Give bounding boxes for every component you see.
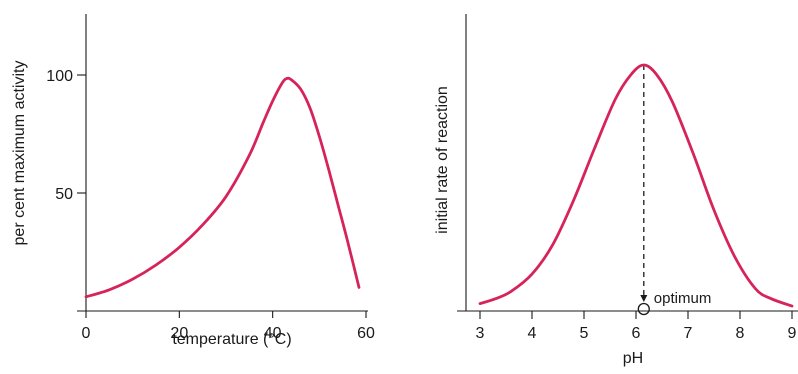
ph-ticks: 3 4 5 6 7 8 9 xyxy=(476,311,797,342)
temp-y-tick-label: 50 xyxy=(55,186,73,203)
temp-x-axis-title: temperature (°C) xyxy=(172,331,291,348)
ph-x-tick-label: 6 xyxy=(632,325,641,342)
ph-y-axis-title: initial rate of reaction xyxy=(434,86,451,234)
ph-chart: 3 4 5 6 7 8 9 optimum pH initial rate of react… xyxy=(434,14,798,367)
ph-x-axis-title: pH xyxy=(623,350,643,367)
ph-x-tick-label: 5 xyxy=(580,325,589,342)
temperature-chart: 0 20 40 60 50 100 temperature (°C) per cent m… xyxy=(11,14,375,348)
temp-ticks: 0 20 40 60 50 100 xyxy=(46,68,375,342)
optimum-arrowhead xyxy=(640,295,648,302)
temp-x-tick-label: 0 xyxy=(82,325,91,342)
optimum-label: optimum xyxy=(654,290,712,307)
ph-rate-curve xyxy=(478,63,794,308)
temp-y-axis-title: per cent maximum activity xyxy=(11,61,28,246)
temp-activity-curve xyxy=(84,76,361,299)
ph-x-tick-label: 9 xyxy=(788,325,797,342)
ph-x-tick-label: 7 xyxy=(684,325,693,342)
temp-x-tick-label: 60 xyxy=(357,325,375,342)
temp-x-tick-label: 20 xyxy=(170,325,188,342)
ph-x-tick-label: 8 xyxy=(736,325,745,342)
ph-x-tick-label: 3 xyxy=(476,325,485,342)
temp-y-tick-label: 100 xyxy=(46,68,73,85)
temp-x-tick-label: 40 xyxy=(264,325,282,342)
optimum-marker xyxy=(637,302,650,316)
ph-x-tick-label: 4 xyxy=(528,325,537,342)
